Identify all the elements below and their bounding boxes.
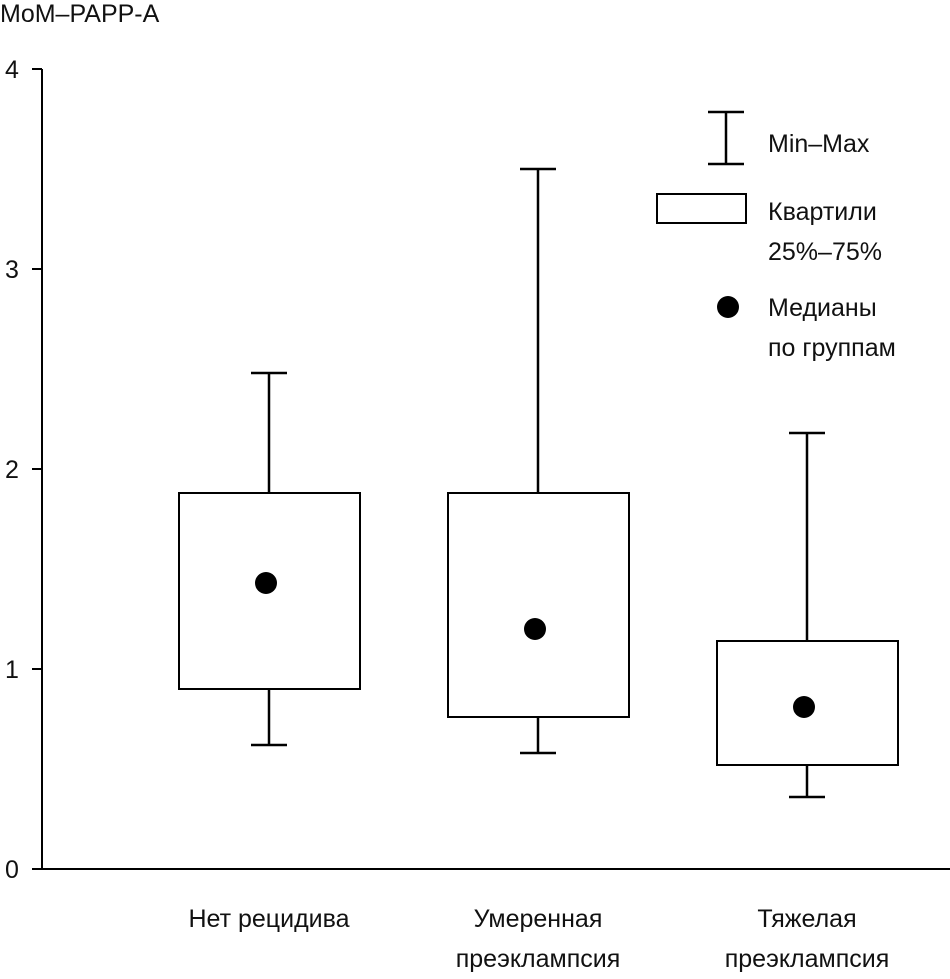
y-tick-label: 1 [5, 656, 19, 684]
legend-label: Квартили 25%–75% [768, 198, 882, 266]
box [716, 640, 899, 766]
legend-label: Медианы по группам [768, 294, 896, 362]
y-tick-label: 4 [5, 56, 19, 84]
legend-label: Min–Max [768, 130, 870, 158]
x-tick-label: Умеренная преэклампсия [456, 905, 621, 973]
y-tick-label: 0 [5, 856, 19, 884]
median [524, 618, 546, 640]
legend-median [717, 296, 739, 318]
legend-box [656, 193, 747, 224]
y-tick-label: 2 [5, 456, 19, 484]
box [447, 492, 630, 718]
legend: Min–Max Квартили 25%–75% Медианы по группа… [656, 110, 896, 362]
x-tick-label: Нет рецидива [188, 905, 349, 933]
y-tick-label: 3 [5, 256, 19, 284]
median [255, 572, 277, 594]
median [793, 696, 815, 718]
y-axis-label: MoM–PAPP-A [0, 0, 160, 28]
x-tick-label: Тяжелая преэклампсия [725, 905, 890, 973]
